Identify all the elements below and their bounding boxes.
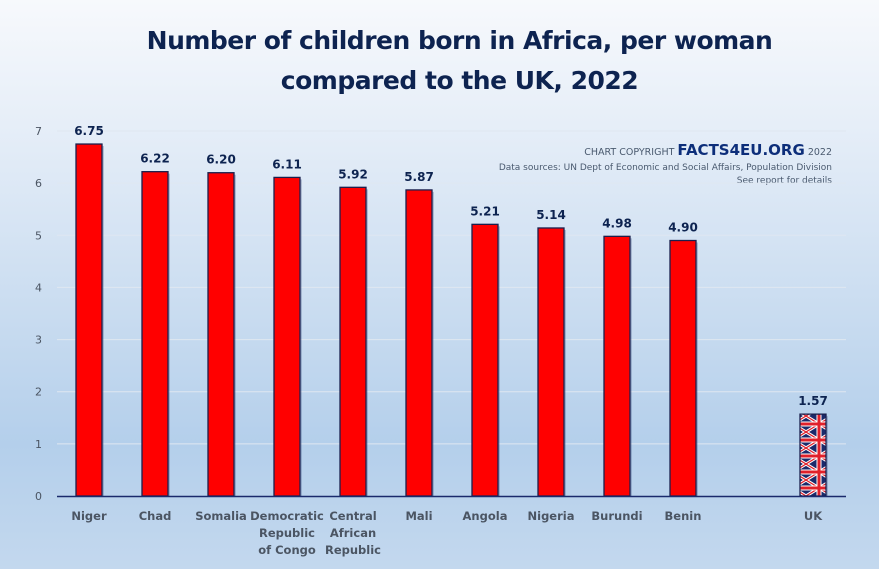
y-tick-label: 7: [35, 125, 42, 138]
x-tick-label: Mali: [405, 509, 432, 523]
bar-democratic-republic-of-congo: [273, 176, 301, 497]
chart-subtitle: compared to the UK, 2022: [280, 66, 639, 95]
value-label: 5.21: [470, 204, 500, 218]
x-tick-label: Somalia: [195, 509, 247, 523]
value-label: 5.87: [404, 170, 434, 184]
y-tick-label: 6: [35, 177, 42, 190]
y-tick-label: 2: [35, 386, 42, 399]
y-tick-label: 0: [35, 490, 42, 503]
x-tick-label: African: [330, 526, 376, 540]
bar-angola: [471, 223, 499, 497]
data-sources-note: Data sources: UN Dept of Economic and So…: [498, 163, 832, 173]
bar-uk: [799, 413, 827, 497]
value-label: 1.57: [798, 394, 828, 408]
x-tick-label: Republic: [325, 543, 381, 557]
bars: [75, 143, 828, 497]
x-tick-label: Democratic: [250, 509, 324, 523]
x-tick-label: of Congo: [258, 543, 316, 557]
value-label: 5.14: [536, 208, 566, 222]
bar-central-african-republic: [339, 186, 367, 497]
value-label: 6.11: [272, 157, 302, 171]
copyright-year: 2022: [807, 147, 832, 158]
x-tick-label: UK: [804, 509, 823, 523]
x-tick-label: Central: [329, 509, 376, 523]
y-tick-label: 3: [35, 334, 42, 347]
value-label: 6.75: [74, 124, 104, 138]
copyright-line: CHART COPYRIGHT FACTS4EU.ORG 2022: [584, 141, 832, 159]
y-tick-label: 5: [35, 229, 42, 242]
value-label: 4.90: [668, 221, 698, 235]
bar-burundi: [603, 235, 631, 497]
copyright-prefix: CHART COPYRIGHT: [584, 147, 675, 158]
x-tick-label: Niger: [71, 509, 107, 523]
x-tick-label: Republic: [259, 526, 315, 540]
report-note: See report for details: [736, 176, 832, 186]
value-labels: 6.75 6.22 6.20 6.11 5.92 5.87 5.21 5.14 4.98 4.90…: [74, 124, 828, 408]
x-tick-label: Angola: [463, 509, 508, 523]
bar-somalia: [207, 172, 235, 497]
chart-title: Number of children born in Africa, per w…: [146, 26, 773, 55]
x-tick-label: Benin: [665, 509, 702, 523]
bar-mali: [405, 189, 433, 497]
y-axis-ticks: 0 1 2 3 4 5 6 7: [35, 125, 42, 503]
y-tick-label: 4: [35, 281, 42, 294]
value-label: 5.92: [338, 167, 368, 181]
x-tick-label: Burundi: [591, 509, 642, 523]
x-tick-label: Nigeria: [528, 509, 575, 523]
x-tick-label: Chad: [139, 509, 172, 523]
bar-nigeria: [537, 227, 565, 497]
value-label: 6.22: [140, 152, 170, 166]
bar-benin: [669, 239, 697, 497]
brand-name: FACTS4EU.ORG: [677, 141, 805, 159]
x-axis-labels: Niger Chad Somalia Democratic Republic of Con…: [71, 509, 823, 557]
y-tick-label: 1: [35, 438, 42, 451]
gridlines: [57, 130, 846, 445]
value-label: 4.98: [602, 216, 632, 230]
bar-niger: [75, 143, 103, 497]
bar-chad: [141, 171, 169, 497]
value-label: 6.20: [206, 153, 236, 167]
